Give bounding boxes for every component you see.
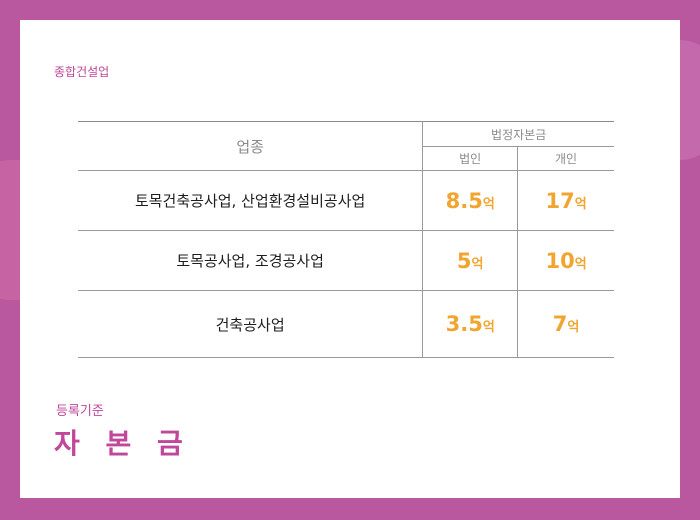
individual-capital-value: 10 <box>545 248 575 273</box>
header-corporate: 법인 <box>422 146 519 171</box>
corporate-capital-unit: 억 <box>471 256 484 272</box>
header-individual: 개인 <box>517 146 614 171</box>
top-label: 종합건설업 <box>54 65 110 79</box>
capital-table: 업종 법정자본금 법인 개인 토목건축공사업, 산업환경설비공사업 8.5억 1… <box>78 121 614 358</box>
individual-capital-value: 7 <box>552 312 568 336</box>
individual-capital-cell: 7억 <box>517 290 614 358</box>
business-type-cell: 건축공사업 <box>78 290 424 358</box>
corporate-capital-value: 5 <box>456 248 472 273</box>
table-subheader-row: 법인 개인 <box>78 146 614 171</box>
individual-capital-unit: 억 <box>567 320 580 335</box>
corporate-capital-value: 8.5 <box>445 188 483 213</box>
business-type-cell: 토목공사업, 조경공사업 <box>78 230 424 291</box>
corporate-capital-cell: 3.5억 <box>422 290 519 358</box>
corporate-capital-value: 3.5 <box>445 312 483 336</box>
individual-capital-value: 17 <box>545 188 575 213</box>
header-business-type: 업종 <box>78 121 424 171</box>
table-row: 건축공사업 3.5억 7억 <box>78 290 614 358</box>
individual-capital-cell: 10억 <box>517 230 614 291</box>
section-subtitle: 등록기준 <box>56 404 104 419</box>
section-title: 자 본 금 <box>54 427 191 460</box>
corporate-capital-unit: 억 <box>482 196 495 212</box>
individual-capital-cell: 17억 <box>517 170 614 231</box>
individual-capital-unit: 억 <box>574 256 587 272</box>
header-legal-capital: 법정자본금 <box>422 121 614 147</box>
corporate-capital-cell: 8.5억 <box>422 170 519 231</box>
corporate-capital-unit: 억 <box>482 320 495 335</box>
business-type-cell: 토목건축공사업, 산업환경설비공사업 <box>78 170 424 231</box>
individual-capital-unit: 억 <box>574 196 587 212</box>
table-row: 토목건축공사업, 산업환경설비공사업 8.5억 17억 <box>78 170 614 231</box>
table-row: 토목공사업, 조경공사업 5억 10억 <box>78 230 614 291</box>
corporate-capital-cell: 5억 <box>422 230 519 291</box>
table-header-row: 업종 법정자본금 <box>78 121 614 171</box>
content-card: 종합건설업 업종 법정자본금 법인 개인 토목건축공사업, 산업환경설비공사업 … <box>20 20 680 498</box>
